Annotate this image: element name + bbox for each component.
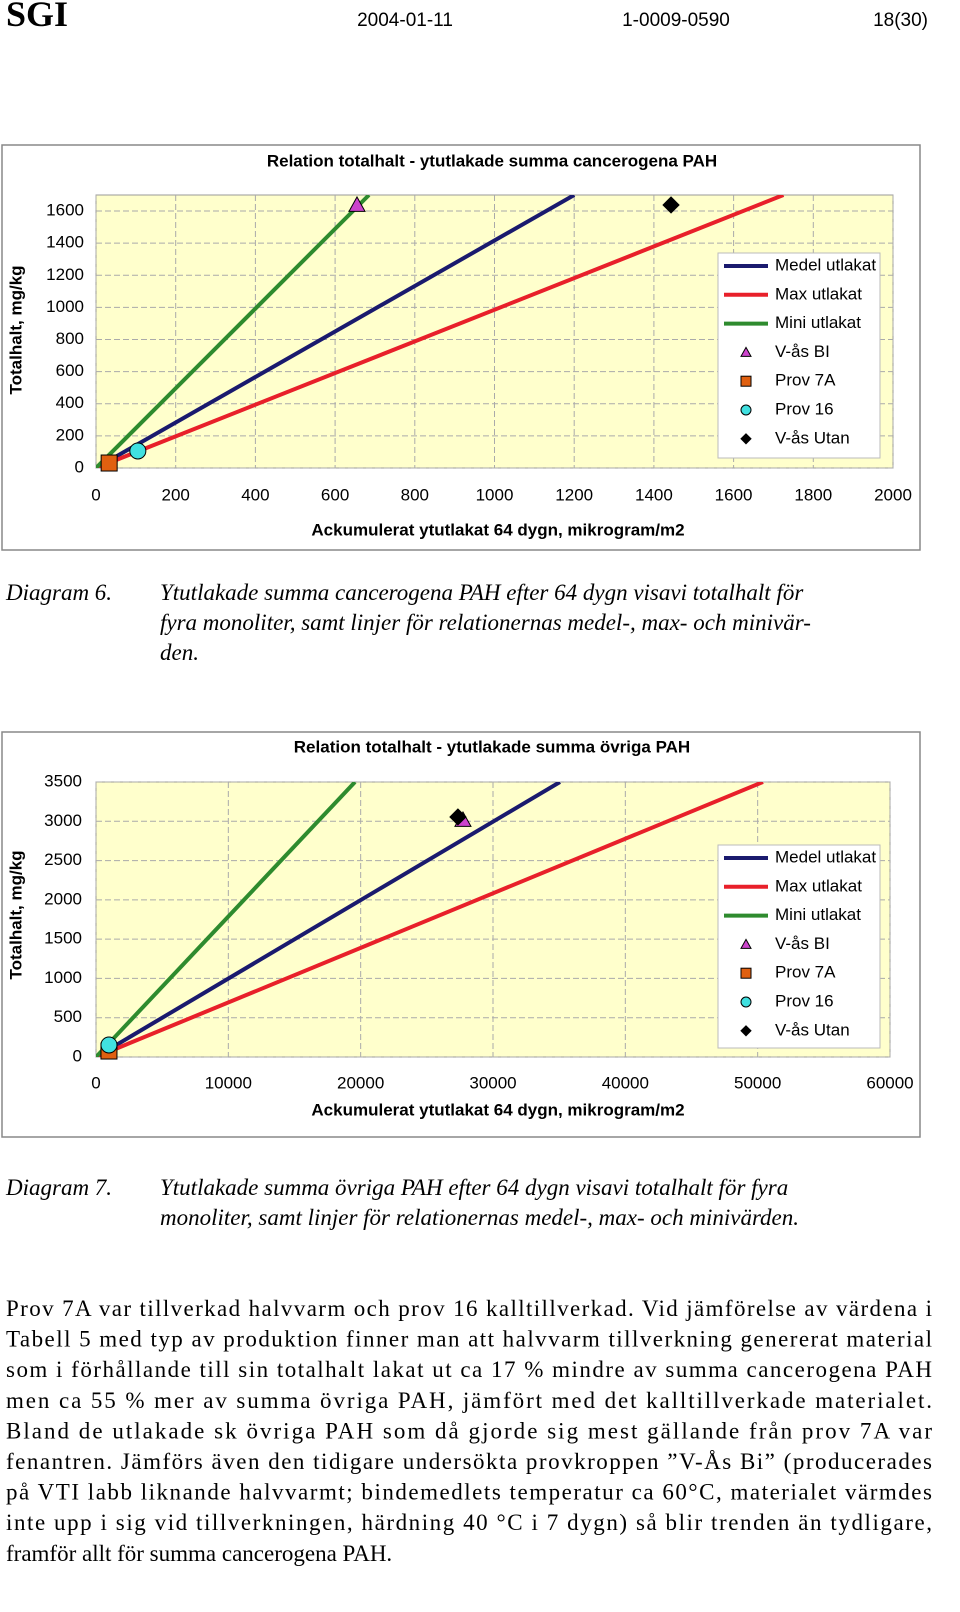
y-tick-label: 800 bbox=[56, 329, 84, 348]
x-tick-label: 1400 bbox=[635, 485, 673, 504]
legend-swatch bbox=[740, 433, 752, 445]
logo: SGI bbox=[6, 0, 68, 34]
legend-label: V-ås Utan bbox=[775, 428, 850, 447]
date: 2004-01-11 bbox=[357, 10, 453, 31]
data-point bbox=[449, 808, 467, 826]
x-tick-label: 200 bbox=[162, 485, 190, 504]
legend-label: Prov 7A bbox=[775, 963, 836, 982]
legend-label: V-ås BI bbox=[775, 342, 830, 361]
paragraph-line: inte upp i sig vid tillverkningen, härdn… bbox=[6, 1510, 932, 1535]
series-line bbox=[96, 195, 576, 468]
legend-swatch bbox=[740, 404, 752, 416]
legend-swatch bbox=[740, 375, 752, 387]
data-point bbox=[129, 442, 147, 460]
doc-number: 1-0009-0590 bbox=[622, 10, 730, 31]
paragraph-line: Tabell 5 med typ av produktion finner ma… bbox=[6, 1327, 932, 1352]
x-tick-label: 40000 bbox=[602, 1073, 649, 1092]
data-point bbox=[662, 196, 680, 214]
x-tick-label: 20000 bbox=[337, 1073, 384, 1092]
y-tick-label: 3000 bbox=[44, 811, 82, 830]
legend-swatch bbox=[740, 1025, 752, 1037]
y-tick-label: 1500 bbox=[44, 929, 82, 948]
x-tick-label: 1000 bbox=[476, 485, 514, 504]
y-tick-label: 1600 bbox=[46, 201, 84, 220]
legend-label: Max utlakat bbox=[775, 876, 862, 895]
legend-label: Mini utlakat bbox=[775, 313, 861, 332]
y-tick-label: 1400 bbox=[46, 233, 84, 252]
paragraph-line: som i förhållande till sin totalhalt lak… bbox=[6, 1357, 932, 1382]
y-tick-label: 0 bbox=[75, 457, 84, 476]
legend-swatch bbox=[740, 346, 752, 357]
data-point bbox=[348, 195, 366, 212]
data-point bbox=[100, 1036, 118, 1054]
x-tick-label: 10000 bbox=[205, 1073, 252, 1092]
caption-line: Ytutlakade summa cancerogena PAH efter 6… bbox=[160, 580, 804, 605]
caption-line: Ytutlakade summa övriga PAH efter 64 dyg… bbox=[160, 1175, 788, 1200]
caption-line: fyra monoliter, samt linjer för relation… bbox=[160, 610, 811, 635]
x-tick-label: 50000 bbox=[734, 1073, 781, 1092]
series-line bbox=[96, 782, 764, 1057]
y-tick-label: 2500 bbox=[44, 850, 82, 869]
legend-label: Medel utlakat bbox=[775, 255, 876, 274]
y-tick-label: 1000 bbox=[44, 968, 82, 987]
paragraph-line: Bland de utlakade sk övriga PAH som då g… bbox=[6, 1418, 932, 1443]
y-axis-label: Totalhalt, mg/kg bbox=[6, 265, 25, 394]
paragraph-line: fenantren. Jämförs även den tidigare und… bbox=[6, 1449, 932, 1474]
y-axis-label: Totalhalt, mg/kg bbox=[6, 850, 25, 979]
x-tick-label: 60000 bbox=[866, 1073, 913, 1092]
x-tick-label: 600 bbox=[321, 485, 349, 504]
legend-swatch bbox=[740, 938, 752, 949]
y-tick-label: 0 bbox=[73, 1046, 82, 1065]
legend-label: V-ås Utan bbox=[775, 1020, 850, 1039]
legend-swatch bbox=[740, 967, 752, 979]
caption-line: monoliter, samt linjer för relationernas… bbox=[160, 1205, 799, 1230]
y-tick-label: 1000 bbox=[46, 297, 84, 316]
legend-label: Mini utlakat bbox=[775, 905, 861, 924]
paragraph-line: på VTI labb liknande halvvarmt; bindemed… bbox=[6, 1480, 932, 1505]
x-tick-label: 1600 bbox=[715, 485, 753, 504]
series-line bbox=[96, 782, 357, 1057]
caption-line: den. bbox=[160, 640, 199, 665]
legend-label: Medel utlakat bbox=[775, 847, 876, 866]
y-tick-label: 600 bbox=[56, 361, 84, 380]
legend-label: Max utlakat bbox=[775, 284, 862, 303]
x-tick-label: 0 bbox=[91, 1073, 100, 1092]
y-tick-label: 400 bbox=[56, 393, 84, 412]
caption-label: Diagram 6. bbox=[5, 580, 112, 605]
legend-label: Prov 7A bbox=[775, 371, 836, 390]
chart-title: Relation totalhalt - ytutlakade summa ca… bbox=[267, 151, 717, 170]
x-tick-label: 1800 bbox=[794, 485, 832, 504]
page-number: 18(30) bbox=[873, 10, 928, 31]
series-line bbox=[96, 195, 371, 468]
chart-title: Relation totalhalt - ytutlakade summa öv… bbox=[294, 737, 690, 756]
x-tick-label: 30000 bbox=[469, 1073, 516, 1092]
legend-label: Prov 16 bbox=[775, 991, 834, 1010]
legend-label: Prov 16 bbox=[775, 399, 834, 418]
x-tick-label: 0 bbox=[91, 485, 100, 504]
y-tick-label: 2000 bbox=[44, 889, 82, 908]
x-tick-label: 400 bbox=[241, 485, 269, 504]
data-point bbox=[100, 454, 118, 472]
paragraph-line: men ca 55 % mer av summa övriga PAH, jäm… bbox=[6, 1388, 932, 1413]
y-tick-label: 500 bbox=[54, 1007, 82, 1026]
paragraph-line: Prov 7A var tillverkad halvvarm och prov… bbox=[6, 1296, 932, 1321]
x-tick-label: 2000 bbox=[874, 485, 912, 504]
series-line bbox=[96, 782, 561, 1057]
paragraph-line: framför allt för summa cancerogena PAH. bbox=[6, 1541, 392, 1566]
x-tick-label: 800 bbox=[401, 485, 429, 504]
y-tick-label: 1200 bbox=[46, 265, 84, 284]
series-line bbox=[96, 195, 785, 468]
legend-swatch bbox=[740, 996, 752, 1008]
legend-label: V-ås BI bbox=[775, 934, 830, 953]
x-tick-label: 1200 bbox=[555, 485, 593, 504]
caption-label: Diagram 7. bbox=[5, 1175, 112, 1200]
x-axis-label: Ackumulerat ytutlakat 64 dygn, mikrogram… bbox=[311, 1100, 684, 1119]
y-tick-label: 3500 bbox=[44, 771, 82, 790]
y-tick-label: 200 bbox=[56, 425, 84, 444]
x-axis-label: Ackumulerat ytutlakat 64 dygn, mikrogram… bbox=[311, 520, 684, 539]
